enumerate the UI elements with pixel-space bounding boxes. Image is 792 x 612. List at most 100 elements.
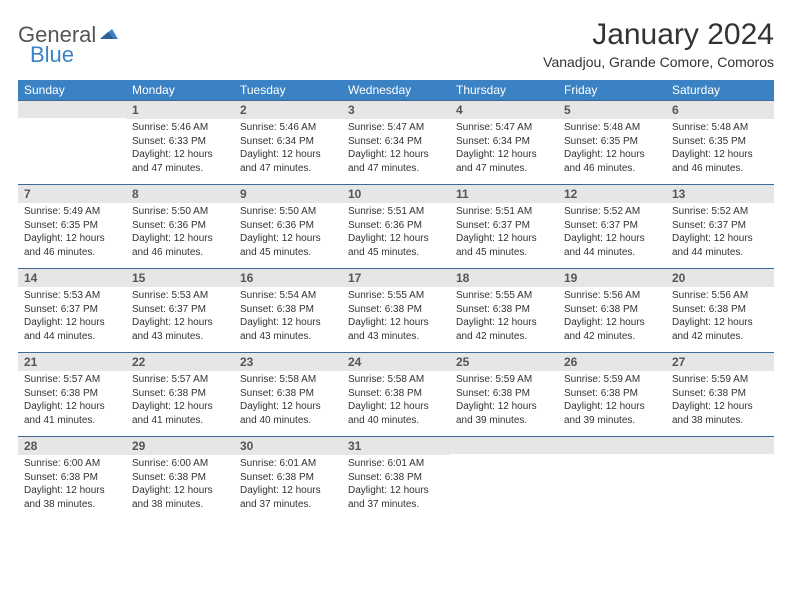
sunrise-label: Sunrise: bbox=[456, 122, 493, 133]
sunrise-label: Sunrise: bbox=[564, 374, 601, 385]
daylight-label: Daylight: bbox=[24, 233, 63, 244]
sunrise-value: 5:56 AM bbox=[603, 290, 640, 301]
calendar-row: 1 Sunrise: 5:46 AM Sunset: 6:33 PM Daylight… bbox=[18, 101, 774, 185]
daylight-label: Daylight: bbox=[240, 233, 279, 244]
calendar-cell: 27Sunrise: 5:59 AMSunset: 6:38 PMDayligh… bbox=[666, 353, 774, 437]
sunset-value: 6:33 PM bbox=[169, 136, 206, 147]
day-number: 30 bbox=[234, 437, 342, 455]
daylight-label: Daylight: bbox=[240, 401, 279, 412]
daylight-label: Daylight: bbox=[24, 485, 63, 496]
daylight-label: Daylight: bbox=[456, 317, 495, 328]
day-body: Sunrise: 5:50 AMSunset: 6:36 PMDaylight:… bbox=[126, 203, 234, 263]
day-body: Sunrise: 5:53 AMSunset: 6:37 PMDaylight:… bbox=[126, 287, 234, 347]
sunrise-value: 6:01 AM bbox=[387, 458, 424, 469]
sunset-value: 6:38 PM bbox=[385, 388, 422, 399]
sunset-label: Sunset: bbox=[564, 136, 598, 147]
sunset-label: Sunset: bbox=[24, 220, 58, 231]
sunrise-label: Sunrise: bbox=[348, 122, 385, 133]
sunset-label: Sunset: bbox=[456, 220, 490, 231]
sunset-value: 6:38 PM bbox=[385, 304, 422, 315]
daylight-label: Daylight: bbox=[132, 233, 171, 244]
sunset-value: 6:37 PM bbox=[709, 220, 746, 231]
sunrise-value: 5:59 AM bbox=[711, 374, 748, 385]
calendar-cell: 7Sunrise: 5:49 AMSunset: 6:35 PMDaylight… bbox=[18, 185, 126, 269]
sunrise-label: Sunrise: bbox=[672, 290, 709, 301]
sunset-value: 6:38 PM bbox=[709, 304, 746, 315]
sunset-label: Sunset: bbox=[240, 388, 274, 399]
sunset-value: 6:36 PM bbox=[385, 220, 422, 231]
day-number: 24 bbox=[342, 353, 450, 371]
sunrise-label: Sunrise: bbox=[564, 206, 601, 217]
sunrise-value: 5:46 AM bbox=[171, 122, 208, 133]
sunset-label: Sunset: bbox=[348, 220, 382, 231]
sunset-value: 6:34 PM bbox=[385, 136, 422, 147]
sunrise-value: 6:00 AM bbox=[63, 458, 100, 469]
daylight-label: Daylight: bbox=[132, 149, 171, 160]
day-body: Sunrise: 5:52 AMSunset: 6:37 PMDaylight:… bbox=[666, 203, 774, 263]
daylight-label: Daylight: bbox=[456, 233, 495, 244]
sunset-label: Sunset: bbox=[456, 304, 490, 315]
day-body: Sunrise: 5:46 AMSunset: 6:34 PMDaylight:… bbox=[234, 119, 342, 179]
day-number: 28 bbox=[18, 437, 126, 455]
sunrise-label: Sunrise: bbox=[132, 206, 169, 217]
header: General January 2024 Vanadjou, Grande Co… bbox=[18, 18, 774, 70]
day-body: Sunrise: 5:50 AMSunset: 6:36 PMDaylight:… bbox=[234, 203, 342, 263]
calendar-cell: 13Sunrise: 5:52 AMSunset: 6:37 PMDayligh… bbox=[666, 185, 774, 269]
sunrise-value: 6:00 AM bbox=[171, 458, 208, 469]
day-number bbox=[666, 437, 774, 454]
daylight-label: Daylight: bbox=[456, 401, 495, 412]
sunset-value: 6:38 PM bbox=[277, 472, 314, 483]
sunset-value: 6:38 PM bbox=[601, 388, 638, 399]
calendar-cell: 4Sunrise: 5:47 AMSunset: 6:34 PMDaylight… bbox=[450, 101, 558, 185]
day-number: 18 bbox=[450, 269, 558, 287]
sunset-label: Sunset: bbox=[564, 304, 598, 315]
sunrise-value: 5:55 AM bbox=[387, 290, 424, 301]
day-number: 1 bbox=[126, 101, 234, 119]
sunset-value: 6:38 PM bbox=[169, 388, 206, 399]
daylight-label: Daylight: bbox=[348, 233, 387, 244]
sunrise-value: 5:47 AM bbox=[495, 122, 532, 133]
calendar-cell: 11Sunrise: 5:51 AMSunset: 6:37 PMDayligh… bbox=[450, 185, 558, 269]
day-body: Sunrise: 5:56 AMSunset: 6:38 PMDaylight:… bbox=[558, 287, 666, 347]
day-number: 23 bbox=[234, 353, 342, 371]
sunset-label: Sunset: bbox=[564, 220, 598, 231]
calendar-cell: 14Sunrise: 5:53 AMSunset: 6:37 PMDayligh… bbox=[18, 269, 126, 353]
sunset-label: Sunset: bbox=[240, 472, 274, 483]
logo-text-blue: Blue bbox=[30, 42, 74, 67]
sunrise-value: 5:48 AM bbox=[603, 122, 640, 133]
sunrise-value: 5:53 AM bbox=[171, 290, 208, 301]
sunrise-label: Sunrise: bbox=[348, 290, 385, 301]
day-number: 12 bbox=[558, 185, 666, 203]
day-body: Sunrise: 5:48 AMSunset: 6:35 PMDaylight:… bbox=[666, 119, 774, 179]
daylight-label: Daylight: bbox=[348, 149, 387, 160]
sunrise-label: Sunrise: bbox=[456, 374, 493, 385]
weekday-header: Monday bbox=[126, 80, 234, 101]
day-body: Sunrise: 5:47 AMSunset: 6:34 PMDaylight:… bbox=[450, 119, 558, 179]
calendar-cell bbox=[666, 437, 774, 521]
calendar-cell: 30Sunrise: 6:01 AMSunset: 6:38 PMDayligh… bbox=[234, 437, 342, 521]
sunrise-value: 5:56 AM bbox=[711, 290, 748, 301]
sunrise-label: Sunrise: bbox=[24, 458, 61, 469]
sunset-label: Sunset: bbox=[348, 472, 382, 483]
sunset-label: Sunset: bbox=[672, 136, 706, 147]
calendar-cell: 12Sunrise: 5:52 AMSunset: 6:37 PMDayligh… bbox=[558, 185, 666, 269]
sunset-label: Sunset: bbox=[132, 472, 166, 483]
sunrise-value: 5:50 AM bbox=[171, 206, 208, 217]
sunset-label: Sunset: bbox=[132, 388, 166, 399]
calendar-row: 28 Sunrise: 6:00 AM Sunset: 6:38 PM Dayligh… bbox=[18, 437, 774, 521]
day-number bbox=[558, 437, 666, 454]
sunrise-label: Sunrise: bbox=[132, 122, 169, 133]
day-body: Sunrise: 5:59 AMSunset: 6:38 PMDaylight:… bbox=[450, 371, 558, 431]
sunrise-value: 5:59 AM bbox=[495, 374, 532, 385]
sunset-value: 6:38 PM bbox=[61, 388, 98, 399]
sunset-label: Sunset: bbox=[132, 220, 166, 231]
day-number: 27 bbox=[666, 353, 774, 371]
calendar-cell: 31Sunrise: 6:01 AMSunset: 6:38 PMDayligh… bbox=[342, 437, 450, 521]
sunset-value: 6:37 PM bbox=[493, 220, 530, 231]
sunrise-value: 5:59 AM bbox=[603, 374, 640, 385]
sunrise-label: Sunrise: bbox=[348, 206, 385, 217]
sunrise-label: Sunrise: bbox=[240, 374, 277, 385]
day-body: Sunrise: 6:01 AMSunset: 6:38 PMDaylight:… bbox=[342, 455, 450, 515]
weekday-header: Tuesday bbox=[234, 80, 342, 101]
calendar-cell: 24Sunrise: 5:58 AMSunset: 6:38 PMDayligh… bbox=[342, 353, 450, 437]
